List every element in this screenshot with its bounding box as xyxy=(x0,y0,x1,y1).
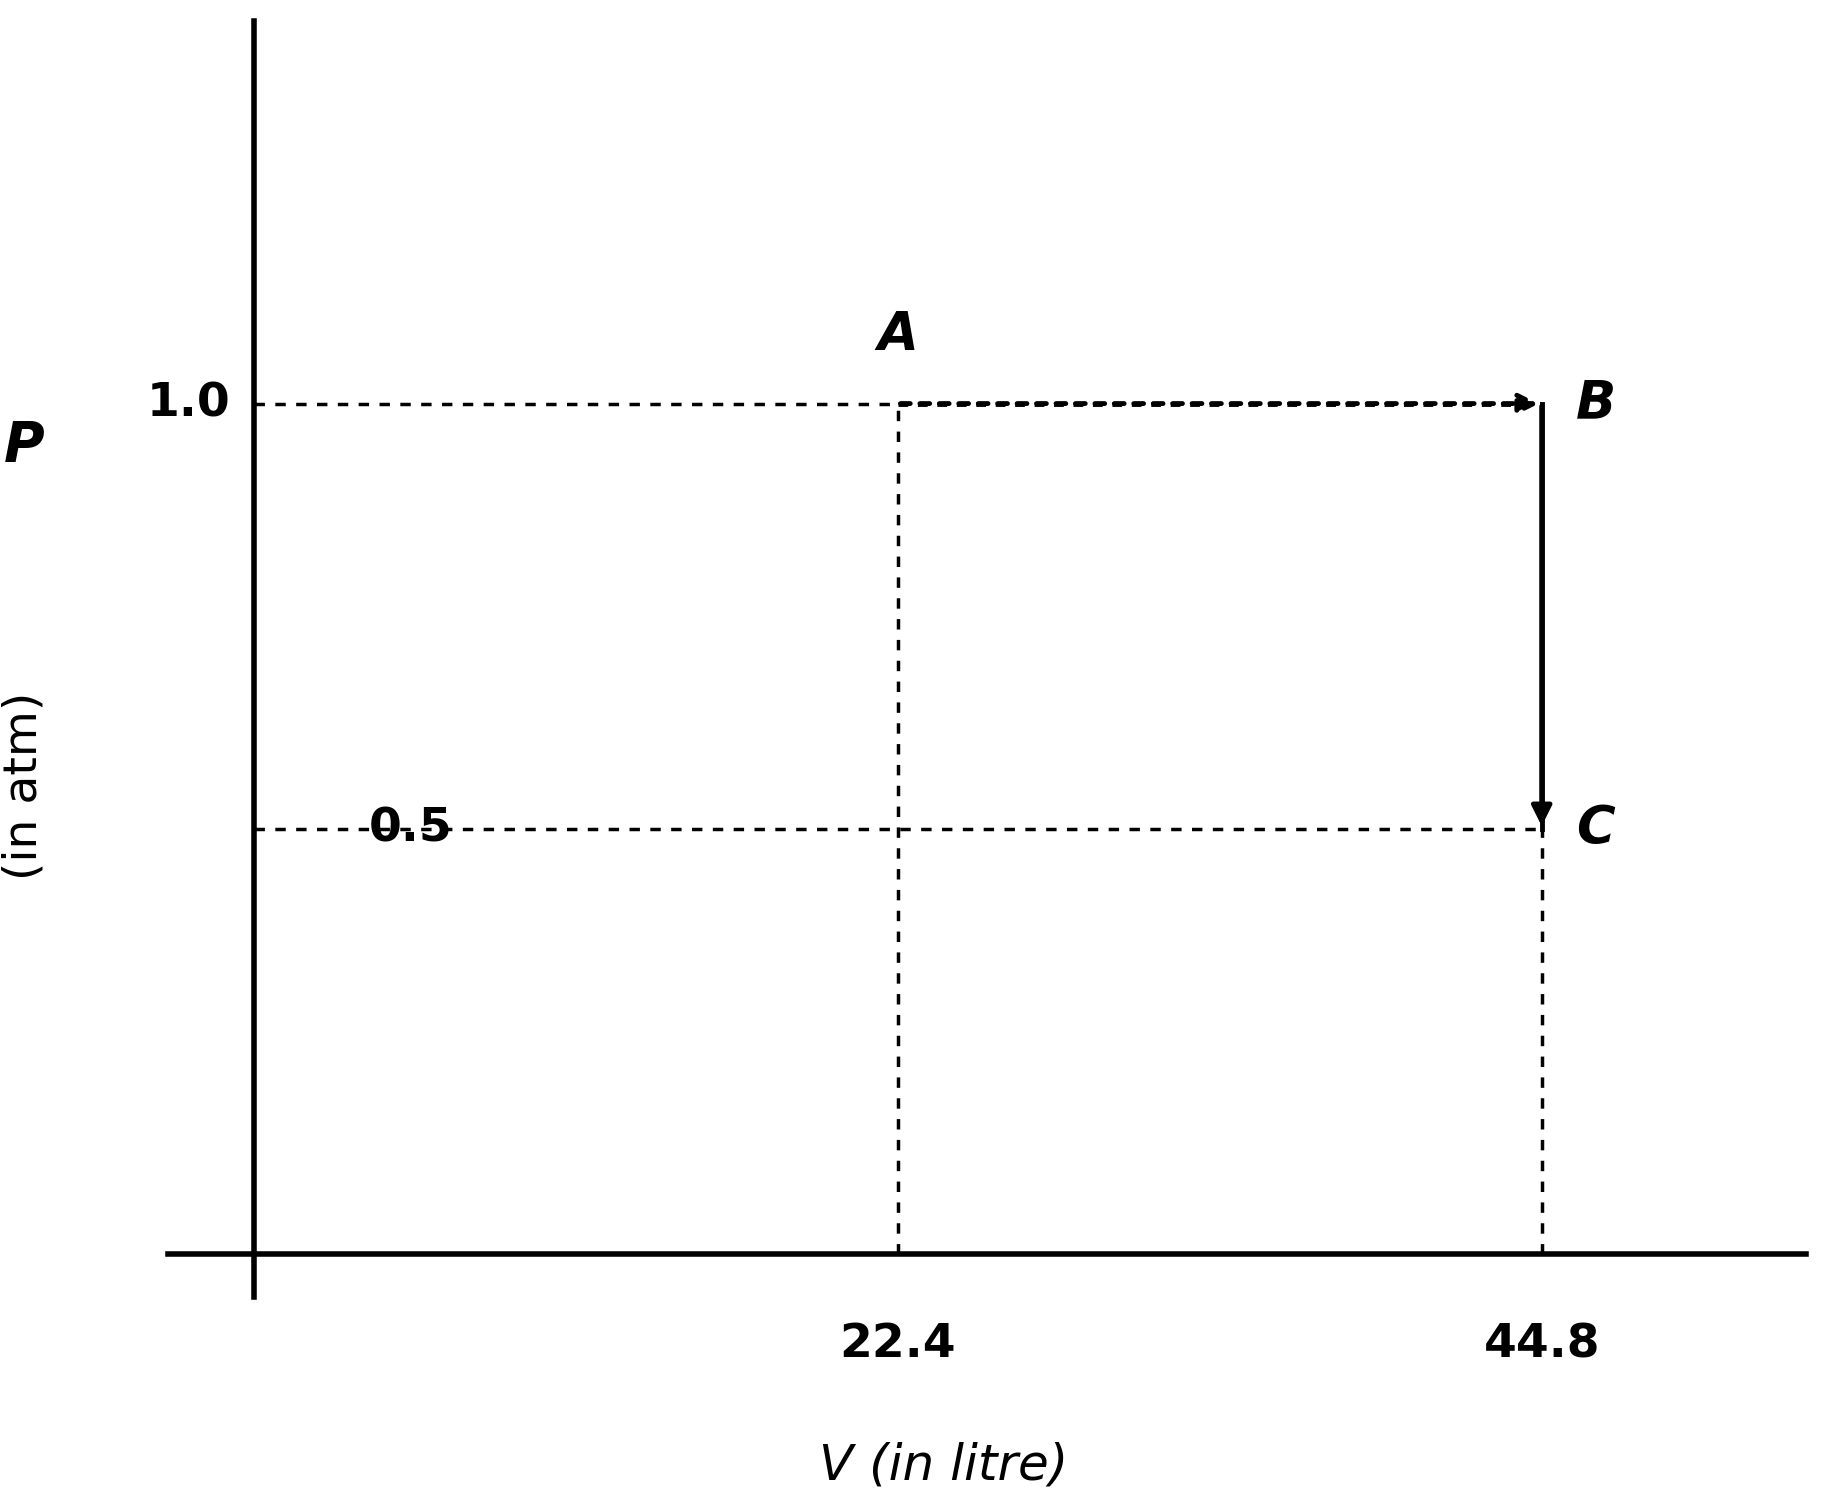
Text: 1.0: 1.0 xyxy=(146,381,230,426)
Text: V (in litre): V (in litre) xyxy=(818,1441,1069,1489)
Text: (in atm): (in atm) xyxy=(2,693,46,881)
Text: P: P xyxy=(4,419,44,473)
Text: 22.4: 22.4 xyxy=(839,1322,956,1367)
Text: 0.5: 0.5 xyxy=(369,806,453,851)
Text: 44.8: 44.8 xyxy=(1484,1322,1600,1367)
Text: B: B xyxy=(1577,377,1617,429)
Text: C: C xyxy=(1577,803,1615,854)
Text: A: A xyxy=(877,310,919,361)
